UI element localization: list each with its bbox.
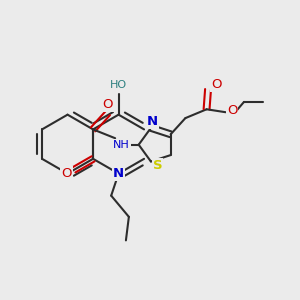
Text: O: O	[103, 98, 113, 111]
Text: O: O	[211, 78, 221, 91]
Text: HO: HO	[110, 80, 127, 90]
Text: O: O	[61, 167, 72, 181]
Text: S: S	[153, 159, 162, 172]
Text: O: O	[227, 104, 237, 117]
Text: N: N	[147, 115, 158, 128]
Text: NH: NH	[113, 140, 130, 150]
Text: N: N	[113, 167, 124, 180]
